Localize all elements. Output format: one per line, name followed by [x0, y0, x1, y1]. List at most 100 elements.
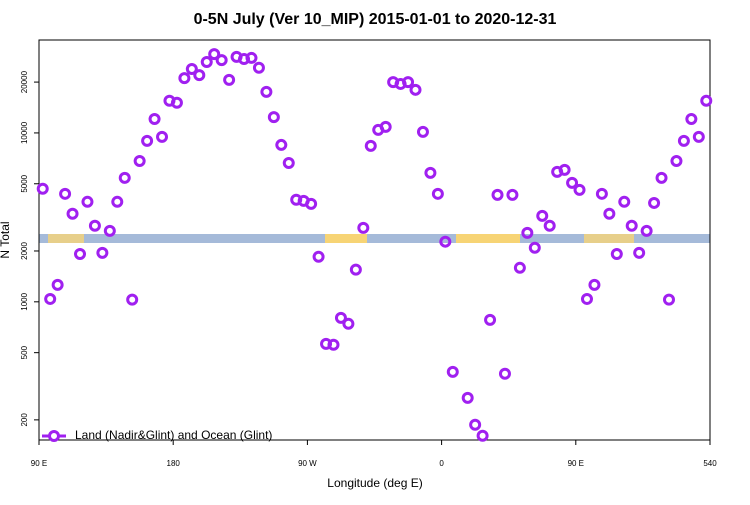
- x-tick-label: 540: [703, 459, 717, 468]
- data-point: [603, 207, 616, 220]
- data-point: [334, 311, 347, 324]
- x-tick-label: 90 E: [568, 459, 584, 468]
- data-point: [118, 171, 131, 184]
- data-point: [178, 72, 191, 85]
- data-point: [566, 176, 579, 189]
- data-point: [208, 48, 221, 61]
- data-point: [275, 138, 288, 151]
- data-point: [513, 261, 526, 274]
- data-point: [252, 61, 265, 74]
- data-point: [662, 293, 675, 306]
- land-band: [48, 234, 84, 243]
- data-point: [692, 130, 705, 143]
- data-point: [74, 247, 87, 260]
- data-point: [327, 338, 340, 351]
- data-point: [59, 187, 72, 200]
- y-tick-label: 1000: [20, 292, 29, 310]
- data-point: [170, 96, 183, 109]
- land-ocean-strip: [39, 234, 710, 243]
- data-point: [185, 63, 198, 76]
- data-point: [558, 163, 571, 176]
- data-point: [521, 226, 534, 239]
- data-point: [416, 125, 429, 138]
- data-point: [215, 54, 228, 67]
- data-point: [402, 76, 415, 89]
- data-point: [409, 83, 422, 96]
- data-point: [431, 187, 444, 200]
- y-tick-label: 200: [20, 413, 29, 427]
- data-point: [156, 130, 169, 143]
- data-point: [126, 293, 139, 306]
- data-point: [111, 195, 124, 208]
- data-point: [88, 219, 101, 232]
- data-point: [44, 292, 57, 305]
- data-point: [648, 196, 661, 209]
- data-point: [379, 120, 392, 133]
- y-tick-label: 10000: [20, 121, 29, 144]
- data-point: [506, 188, 519, 201]
- y-axis-label: N Total: [0, 221, 12, 258]
- data-point: [223, 73, 236, 86]
- data-point: [640, 224, 653, 237]
- data-point: [36, 182, 49, 195]
- x-tick-label: 0: [439, 459, 444, 468]
- data-point: [282, 156, 295, 169]
- data-point: [700, 94, 713, 107]
- data-point: [364, 139, 377, 152]
- y-tick-label: 5000: [20, 174, 29, 192]
- data-point: [200, 56, 213, 69]
- data-point: [588, 278, 601, 291]
- data-point: [498, 367, 511, 380]
- land-band: [584, 234, 634, 243]
- data-point: [633, 246, 646, 259]
- data-point: [245, 51, 258, 64]
- data-point: [133, 155, 146, 168]
- ocean-band: [39, 234, 710, 243]
- y-tick-label: 500: [20, 345, 29, 359]
- data-point: [543, 219, 556, 232]
- data-point: [484, 313, 497, 326]
- data-point: [439, 235, 452, 248]
- data-point: [491, 188, 504, 201]
- data-point: [349, 263, 362, 276]
- data-point: [469, 418, 482, 431]
- plot-frame: [38, 39, 711, 441]
- data-point: [81, 195, 94, 208]
- x-tick-label: 90 W: [298, 459, 317, 468]
- x-tick-label: 90 E: [31, 459, 47, 468]
- land-band: [456, 234, 520, 243]
- y-tick-label: 20000: [20, 70, 29, 93]
- chart-title: 0-5N July (Ver 10_MIP) 2015-01-01 to 202…: [194, 11, 557, 28]
- data-point: [305, 197, 318, 210]
- legend-label: Land (Nadir&Glint) and Ocean (Glint): [75, 428, 272, 442]
- data-point: [655, 171, 668, 184]
- data-point: [96, 246, 109, 259]
- data-point: [260, 85, 273, 98]
- x-axis-label: Longitude (deg E): [327, 476, 422, 490]
- data-point: [476, 429, 489, 442]
- data-point: [625, 219, 638, 232]
- data-point: [610, 247, 623, 260]
- x-tick-label: 180: [167, 459, 181, 468]
- data-point: [342, 317, 355, 330]
- data-point: [677, 134, 690, 147]
- data-point: [312, 250, 325, 263]
- data-point: [103, 224, 116, 237]
- data-point: [424, 166, 437, 179]
- data-point: [536, 209, 549, 222]
- data-point: [685, 112, 698, 125]
- data-point: [580, 292, 593, 305]
- data-point: [357, 221, 370, 234]
- data-point: [670, 155, 683, 168]
- data-point: [193, 69, 206, 82]
- data-point: [595, 187, 608, 200]
- data-point: [51, 278, 64, 291]
- data-point: [573, 183, 586, 196]
- land-band: [325, 234, 367, 243]
- data-point: [528, 241, 541, 254]
- y-tick-label: 2000: [20, 242, 29, 260]
- data-point: [618, 195, 631, 208]
- data-point: [446, 365, 459, 378]
